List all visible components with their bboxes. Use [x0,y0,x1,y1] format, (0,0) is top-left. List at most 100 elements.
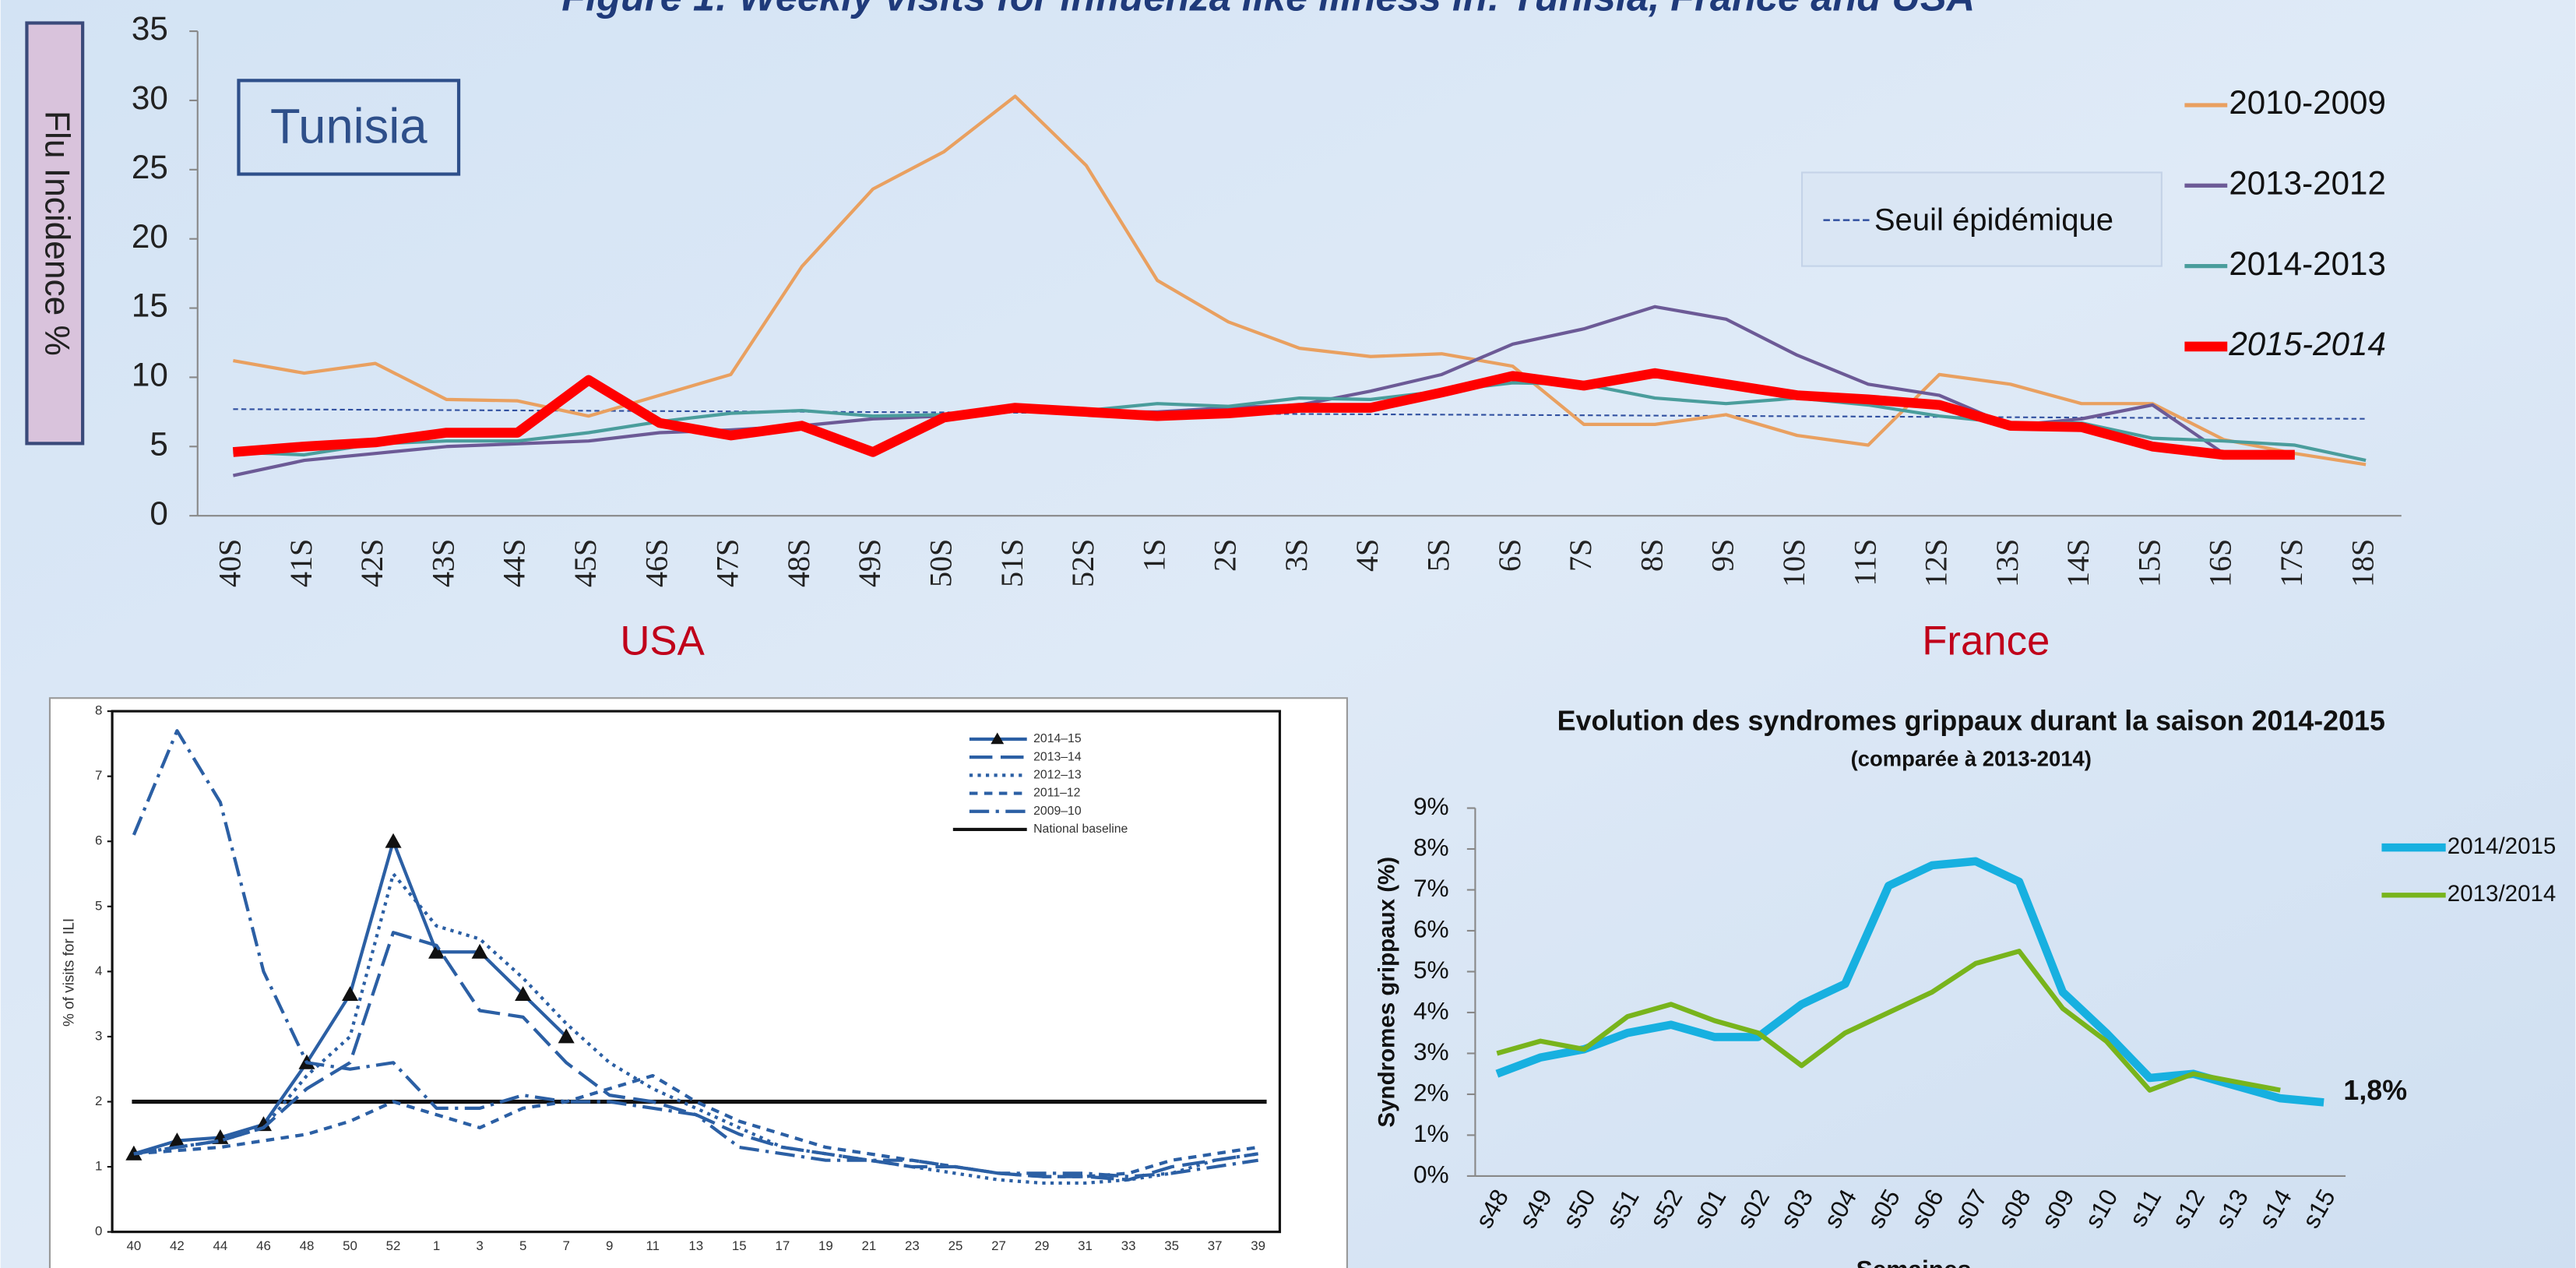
legend-label: National baseline [1033,822,1128,836]
y-tick-label: 0 [150,495,167,531]
x-tick-label: 8S [1634,539,1669,572]
x-axis-label: Semaines [1856,1256,1972,1268]
y-tick-label: 1 [95,1158,102,1173]
x-tick-label: 44 [213,1238,228,1253]
legend-label: 2014-2013 [2229,245,2386,282]
y-tick-label: 4 [95,963,102,978]
y-tick-label: 0 [95,1224,102,1238]
point-marker [385,833,402,848]
x-tick-label: 18S [2345,539,2380,587]
x-tick-label: 50 [343,1238,357,1253]
x-tick-label: 42 [170,1238,185,1253]
series-line [132,729,1259,1178]
x-tick-label: 17 [775,1238,790,1253]
y-tick-label: 6% [1413,914,1449,942]
x-tick-label: 29 [1035,1238,1050,1253]
y-tick-label: 5 [95,898,102,913]
x-tick-label: 10S [1776,539,1811,587]
x-tick-label: 5 [519,1238,526,1253]
y-tick-label: 10 [132,357,168,393]
y-tick-label: 3 [95,1028,102,1043]
x-tick-label: 1 [433,1238,440,1253]
y-tick-label: 5% [1413,956,1449,984]
legend-label: 2013-2012 [2229,164,2386,201]
y-tick-label: 0% [1413,1160,1449,1188]
box-label: Tunisia [270,99,428,153]
y-label-box [25,21,85,446]
point-marker [471,943,488,959]
x-tick-label: 46S [639,539,674,587]
legend-marker [991,732,1005,745]
x-tick-label: 43S [425,539,460,587]
x-tick-label: 40S [213,539,248,587]
y-tick-label: 8 [95,703,102,718]
point-marker [341,986,359,1002]
y-tick-label: 3% [1413,1037,1449,1065]
x-tick-label: 50S [923,539,958,587]
end-label: 1,8% [2343,1075,2407,1106]
x-tick-label: 13 [688,1238,703,1253]
legend-label: 2014/2015 [2448,833,2557,859]
y-tick-label: 15 [132,287,168,324]
x-tick-label: 48S [781,539,816,587]
x-tick-label: 23 [905,1238,920,1253]
chart-title: Figure 1: Weekly visits for influenza li… [561,0,1975,19]
y-tick-label: 7 [95,768,102,783]
x-tick-label: 7 [562,1238,569,1253]
x-tick-label: 35 [1164,1238,1179,1253]
x-tick-label: 3 [476,1238,483,1253]
x-tick-label: 52S [1065,539,1100,587]
x-tick-label: 41S [283,539,318,587]
x-tick-label: 21 [862,1238,877,1253]
usa-panel [48,697,1348,1268]
x-tick-label: 47S [710,539,745,587]
x-tick-label: 9S [1705,539,1740,572]
legend-label: Seuil épidémique [1874,203,2113,237]
x-tick-label: 16S [2203,539,2238,587]
series-line [233,94,2367,467]
x-tick-label: 5S [1421,539,1456,572]
y-tick-label: 20 [132,218,168,255]
x-tick-label: 52 [386,1238,401,1253]
x-tick-label: 33 [1121,1238,1136,1253]
x-tick-label: 27 [991,1238,1006,1253]
x-tick-label: 39 [1251,1238,1265,1253]
x-tick-label: 11S [1847,539,1882,586]
legend-label: 2011–12 [1033,787,1080,800]
y-axis-label: Syndromes grippaux (%) [1374,857,1399,1128]
x-tick-label: 13S [1990,539,2025,587]
x-tick-label: 42S [354,539,389,587]
x-tick-label: 6S [1492,539,1527,572]
x-tick-label: 48 [300,1238,315,1253]
y-axis-label: Flu Incidence % [38,111,76,356]
legend-label: 2013–14 [1033,750,1082,763]
threshold-legend-box [1801,171,2163,267]
y-tick-label: 30 [132,79,168,116]
x-tick-label: 46 [256,1238,271,1253]
x-tick-label: 7S [1563,539,1598,572]
box-label-frame [237,79,461,176]
x-tick-label: 2S [1208,539,1243,572]
x-tick-label: 25 [948,1238,963,1253]
annotation: France [1922,618,2050,664]
x-tick-label: 14S [2060,539,2096,587]
chart-subtitle: (comparée à 2013-2014) [1851,747,2092,771]
y-tick-label: 7% [1413,874,1449,902]
y-tick-label: 4% [1413,996,1449,1024]
y-tick-label: 35 [132,10,168,47]
x-tick-label: 44S [497,539,532,587]
chart-title: Evolution des syndromes grippaux durant … [1557,705,2385,736]
legend-label: 2010-2009 [2229,84,2386,121]
x-tick-label: 15 [732,1238,747,1253]
y-tick-label: 2% [1413,1078,1449,1106]
x-tick-label: 49S [852,539,887,587]
y-tick-label: 9% [1413,792,1449,820]
x-tick-label: 3S [1279,539,1314,572]
y-tick-label: 5 [150,425,167,462]
y-tick-label: 2 [95,1094,102,1108]
y-tick-label: 1% [1413,1119,1449,1147]
y-axis-label: % of visits for ILI [61,918,77,1027]
point-marker [515,986,532,1002]
